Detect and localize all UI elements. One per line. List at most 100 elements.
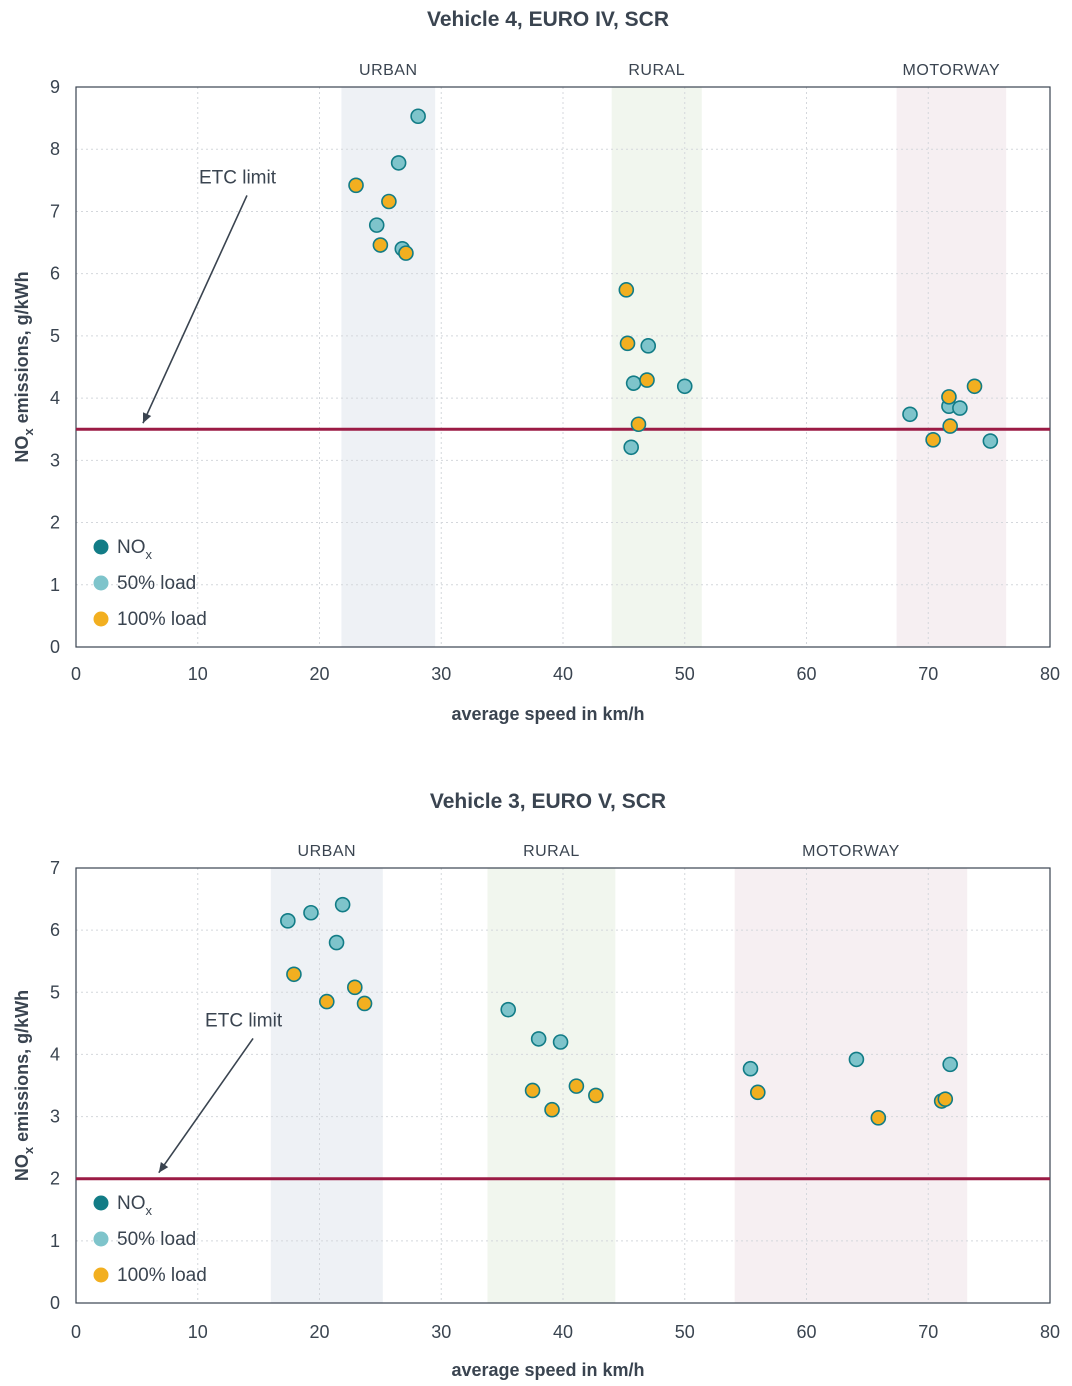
- zone-label-motorway: MOTORWAY: [903, 62, 1001, 79]
- legend-nox-marker: [93, 1195, 109, 1211]
- y-tick-label: 2: [50, 513, 60, 533]
- data-point: [334, 896, 351, 913]
- data-point: [390, 155, 407, 171]
- y-tick-label: 5: [50, 326, 60, 346]
- y-tick-label: 5: [50, 982, 60, 1002]
- data-point: [848, 1051, 865, 1068]
- x-tick-label: 80: [1040, 664, 1060, 684]
- data-point: [588, 1087, 604, 1104]
- series-50-load: [368, 108, 999, 456]
- x-tick-label: 10: [188, 664, 208, 684]
- zone-band-motorway: [896, 87, 1007, 647]
- data-point: [348, 177, 364, 194]
- etc-limit-arrowhead: [158, 1161, 169, 1173]
- series-100-load: [348, 177, 983, 448]
- legend-label: 100% load: [117, 609, 207, 630]
- data-point: [286, 966, 302, 983]
- data-point: [398, 245, 414, 261]
- y-tick-label: 4: [50, 1044, 60, 1064]
- etc-limit-arrow: [158, 1038, 254, 1174]
- data-point: [937, 1091, 954, 1107]
- data-point: [381, 193, 397, 210]
- chart-title: Vehicle 4, EURO IV, SCR: [427, 8, 669, 31]
- y-tick-label: 2: [50, 1169, 60, 1189]
- etc-limit-arrow: [142, 195, 248, 424]
- x-tick-label: 80: [1040, 1322, 1060, 1342]
- data-point: [530, 1031, 547, 1047]
- data-point: [356, 995, 373, 1012]
- data-point: [544, 1101, 560, 1118]
- data-point: [640, 338, 657, 354]
- zone-label-motorway: MOTORWAY: [802, 843, 900, 860]
- etc-limit-label: ETC limit: [199, 167, 277, 188]
- data-point: [552, 1034, 569, 1050]
- y-tick-label: 6: [50, 920, 60, 940]
- data-point: [618, 282, 635, 298]
- y-tick-label: 8: [50, 139, 60, 159]
- x-tick-label: 0: [71, 664, 81, 684]
- data-point: [742, 1060, 759, 1077]
- data-point: [410, 108, 426, 125]
- y-tick-label: 7: [50, 858, 60, 878]
- y-tick-label: 9: [50, 77, 60, 97]
- x-tick-label: 10: [188, 1322, 208, 1342]
- y-tick-label: 6: [50, 264, 60, 284]
- data-point: [925, 431, 941, 448]
- x-tick-label: 70: [918, 1322, 938, 1342]
- y-tick-label: 4: [50, 388, 60, 408]
- legend-marker: [93, 575, 109, 591]
- y-tick-label: 1: [50, 575, 60, 595]
- x-axis-title: average speed in km/h: [451, 1360, 644, 1380]
- plot-frame: [75, 86, 1051, 648]
- legend-nox-label: NOx: [117, 1193, 153, 1218]
- x-tick-label: 0: [71, 1322, 81, 1342]
- zone-label-urban: URBAN: [359, 62, 418, 79]
- data-point: [368, 217, 385, 233]
- x-tick-label: 20: [309, 1322, 329, 1342]
- legend-label: 100% load: [117, 1265, 207, 1286]
- data-point: [966, 378, 983, 395]
- x-tick-label: 30: [431, 1322, 451, 1342]
- data-point: [902, 406, 918, 423]
- zone-label-rural: RURAL: [523, 843, 580, 860]
- x-tick-label: 50: [675, 1322, 695, 1342]
- y-axis-title: NOx emissions, g/kWh: [12, 271, 36, 462]
- zone-band-rural: [611, 87, 702, 647]
- x-tick-label: 40: [553, 664, 573, 684]
- y-tick-label: 1: [50, 1231, 60, 1251]
- legend-nox-label: NOx: [117, 537, 153, 562]
- data-point: [328, 934, 345, 951]
- legend-nox-marker: [93, 539, 109, 555]
- data-point: [941, 389, 957, 405]
- data-point: [280, 913, 296, 929]
- chart-panel-2: Vehicle 3, EURO V, SCR URBAN RURAL MOTORWAY…: [12, 790, 1060, 1380]
- y-tick-label: 3: [50, 1107, 60, 1127]
- data-point: [676, 378, 693, 395]
- data-point: [942, 418, 958, 434]
- data-point: [982, 433, 999, 449]
- x-tick-label: 60: [796, 1322, 816, 1342]
- data-point: [952, 400, 968, 416]
- chart-panel-1: Vehicle 4, EURO IV, SCR URBAN RURAL MOTORWA…: [12, 8, 1060, 724]
- data-point: [619, 335, 636, 352]
- zone-band-motorway: [734, 868, 968, 1303]
- series-100-load: [286, 966, 954, 1126]
- etc-limit-arrowhead: [142, 412, 152, 424]
- data-point: [630, 416, 647, 433]
- data-point: [524, 1082, 541, 1099]
- y-axis-title: NOx emissions, g/kWh: [12, 990, 36, 1181]
- legend-marker: [93, 1231, 109, 1247]
- y-tick-label: 7: [50, 201, 60, 221]
- chart-title: Vehicle 3, EURO V, SCR: [430, 790, 666, 813]
- legend-label: 50% load: [117, 1229, 196, 1250]
- etc-limit-label: ETC limit: [205, 1010, 283, 1031]
- data-point: [347, 979, 363, 996]
- series-50-load: [280, 896, 958, 1077]
- data-point: [623, 439, 639, 456]
- legend: NOx 50% load 100% load: [93, 537, 207, 630]
- x-tick-label: 50: [675, 664, 695, 684]
- data-point: [500, 1001, 517, 1018]
- zone-band-urban: [270, 868, 383, 1303]
